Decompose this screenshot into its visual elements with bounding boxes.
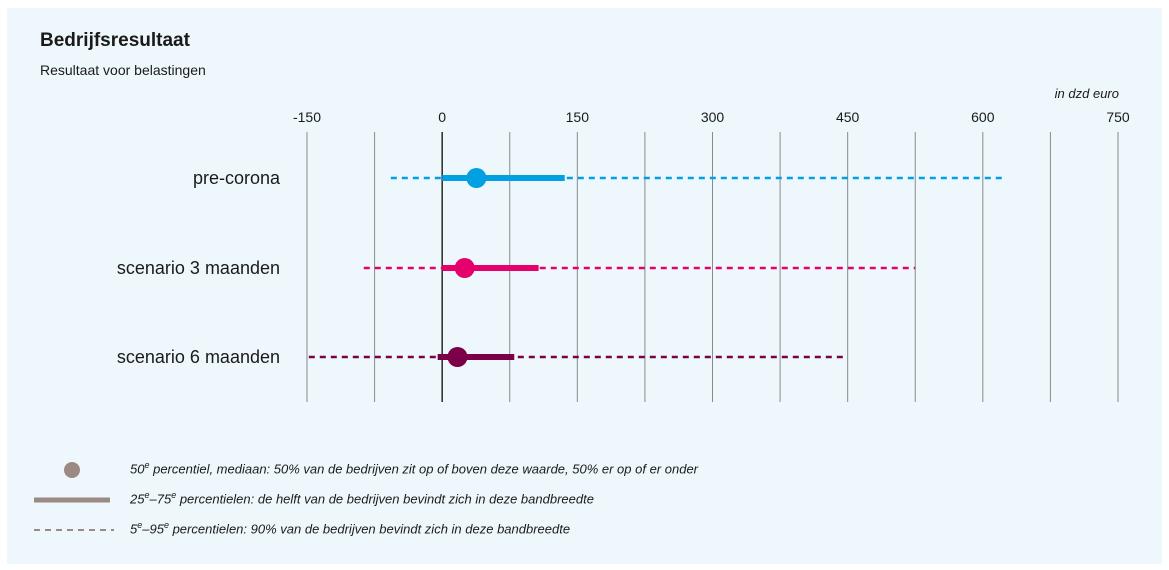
tick-label: 150 xyxy=(566,109,590,125)
legend-median: 50e percentiel, mediaan: 50% van de bedr… xyxy=(130,460,698,477)
legend-iqr: 25e–75e percentielen: de helft van de be… xyxy=(130,490,594,507)
category-label: pre-corona xyxy=(193,168,281,188)
tick-label: 750 xyxy=(1106,109,1130,125)
tick-label: -150 xyxy=(293,109,321,125)
tick-label: 300 xyxy=(701,109,725,125)
category-label: scenario 6 maanden xyxy=(117,347,280,367)
median-dot xyxy=(447,347,468,367)
legend-range: 5e–95e percentielen: 90% van de bedrijve… xyxy=(130,520,571,537)
tick-label: 450 xyxy=(836,109,860,125)
median-dot xyxy=(466,168,487,188)
tick-label: 0 xyxy=(438,109,446,125)
category-label: scenario 3 maanden xyxy=(117,258,280,278)
legend-dot-symbol xyxy=(64,462,80,478)
chart-title: Bedrijfsresultaat xyxy=(40,30,190,51)
chart-subtitle: Resultaat voor belastingen xyxy=(40,62,206,78)
median-dot xyxy=(454,258,475,278)
tick-label: 600 xyxy=(971,109,995,125)
axis-unit: in dzd euro xyxy=(1054,86,1119,101)
legend-symbols xyxy=(34,462,114,531)
chart-panel xyxy=(7,8,1162,564)
